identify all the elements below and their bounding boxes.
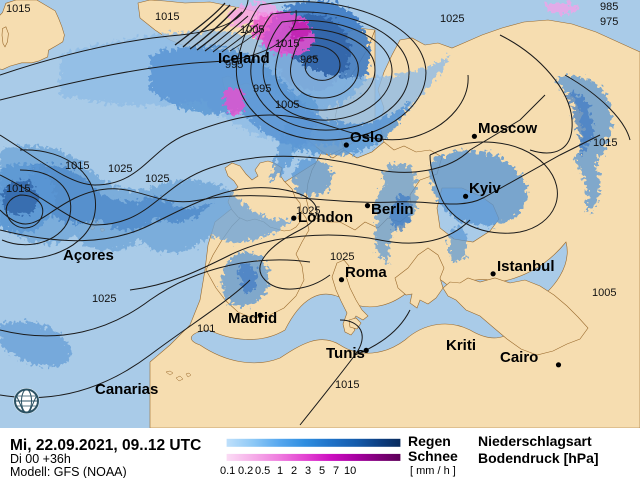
- svg-text:Berlin: Berlin: [371, 201, 414, 218]
- svg-text:Oslo: Oslo: [350, 129, 383, 146]
- svg-text:Bodendruck [hPa]: Bodendruck [hPa]: [478, 450, 599, 466]
- svg-text:1025: 1025: [330, 251, 354, 263]
- svg-text:0.5: 0.5: [255, 465, 270, 477]
- svg-text:3: 3: [305, 465, 311, 477]
- svg-text:985: 985: [600, 1, 618, 13]
- svg-text:Tunis: Tunis: [326, 345, 365, 362]
- svg-text:Cairo: Cairo: [500, 349, 538, 366]
- svg-text:5: 5: [319, 465, 325, 477]
- svg-text:1: 1: [277, 465, 283, 477]
- svg-text:975: 975: [600, 16, 618, 28]
- svg-text:1025: 1025: [296, 205, 320, 217]
- svg-text:1025: 1025: [440, 13, 464, 25]
- svg-text:965: 965: [300, 54, 318, 66]
- svg-text:1025: 1025: [108, 163, 132, 175]
- svg-text:Schnee: Schnee: [408, 448, 458, 464]
- svg-text:0.1: 0.1: [220, 465, 235, 477]
- svg-text:0.2: 0.2: [238, 465, 253, 477]
- svg-text:Modell: GFS (NOAA): Modell: GFS (NOAA): [10, 465, 127, 478]
- svg-text:Kyiv: Kyiv: [469, 180, 501, 197]
- svg-text:1015: 1015: [6, 3, 30, 15]
- svg-text:Canarias: Canarias: [95, 381, 158, 398]
- svg-text:Di 00 +36h: Di 00 +36h: [10, 452, 71, 466]
- svg-text:1015: 1015: [335, 379, 359, 391]
- svg-text:1005: 1005: [592, 287, 616, 299]
- svg-text:Istanbul: Istanbul: [497, 258, 555, 275]
- svg-text:1015: 1015: [65, 160, 89, 172]
- svg-text:Madrid: Madrid: [228, 310, 277, 327]
- svg-text:2: 2: [291, 465, 297, 477]
- svg-text:Regen: Regen: [408, 433, 451, 449]
- svg-text:Roma: Roma: [345, 264, 387, 281]
- svg-text:Niederschlagsart: Niederschlagsart: [478, 433, 592, 449]
- svg-text:1025: 1025: [92, 293, 116, 305]
- svg-text:10: 10: [344, 465, 356, 477]
- svg-text:Moscow: Moscow: [478, 120, 538, 137]
- svg-text:7: 7: [333, 465, 339, 477]
- svg-text:1015: 1015: [6, 183, 30, 195]
- svg-text:1005: 1005: [275, 99, 299, 111]
- svg-text:1015: 1015: [155, 11, 179, 23]
- svg-text:1005: 1005: [240, 24, 264, 36]
- svg-text:1015: 1015: [593, 137, 617, 149]
- svg-text:Açores: Açores: [63, 247, 114, 264]
- svg-text:[ mm / h ]: [ mm / h ]: [410, 465, 456, 477]
- svg-text:995: 995: [225, 59, 243, 71]
- svg-text:995: 995: [253, 83, 271, 95]
- svg-text:101: 101: [197, 323, 215, 335]
- svg-text:1025: 1025: [145, 173, 169, 185]
- svg-text:Kriti: Kriti: [446, 337, 476, 354]
- svg-text:1015: 1015: [275, 38, 299, 50]
